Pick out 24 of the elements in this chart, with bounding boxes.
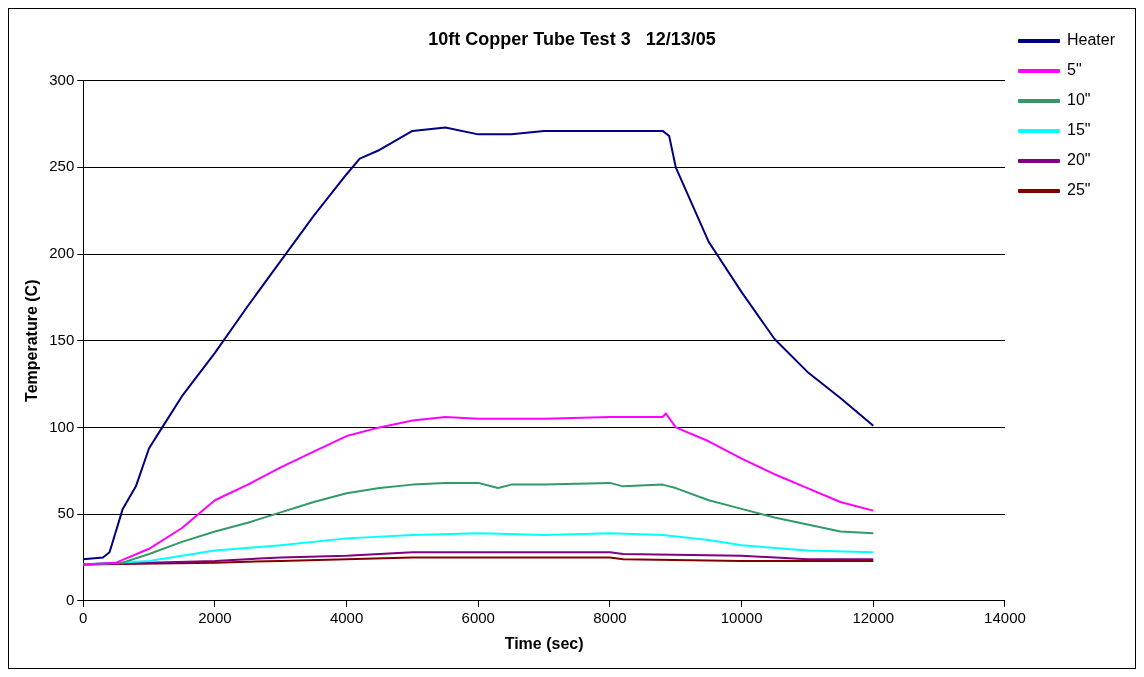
legend-label: 20" — [1066, 151, 1091, 169]
y-tick-label: 100 — [49, 417, 75, 435]
y-tick-label: 50 — [57, 504, 75, 522]
x-tick-label: 6000 — [461, 608, 495, 626]
y-tick-label: 200 — [49, 244, 75, 262]
chart-title: 10ft Copper Tube Test 3 12/13/05 — [428, 28, 716, 49]
x-tick-label: 14000 — [984, 608, 1026, 626]
legend-label: 15" — [1066, 121, 1091, 139]
y-tick-label: 150 — [49, 330, 75, 348]
legend-label: 10" — [1066, 91, 1091, 109]
x-tick-label: 10000 — [720, 608, 763, 626]
x-axis-title: Time (sec) — [504, 634, 584, 652]
x-tick-label: 0 — [79, 608, 88, 626]
y-axis-title: Temperature (C) — [23, 279, 41, 402]
x-tick-label: 12000 — [852, 608, 895, 626]
legend-label: Heater — [1066, 31, 1116, 49]
y-tick-label: 300 — [49, 70, 75, 88]
legend-label: 5" — [1066, 61, 1082, 79]
y-tick-label: 250 — [49, 157, 75, 175]
y-tick-label: 0 — [65, 590, 75, 608]
x-tick-label: 4000 — [329, 608, 364, 626]
x-tick-label: 2000 — [198, 608, 232, 626]
legend-label: 25" — [1066, 181, 1091, 199]
x-tick-label: 8000 — [593, 608, 627, 626]
